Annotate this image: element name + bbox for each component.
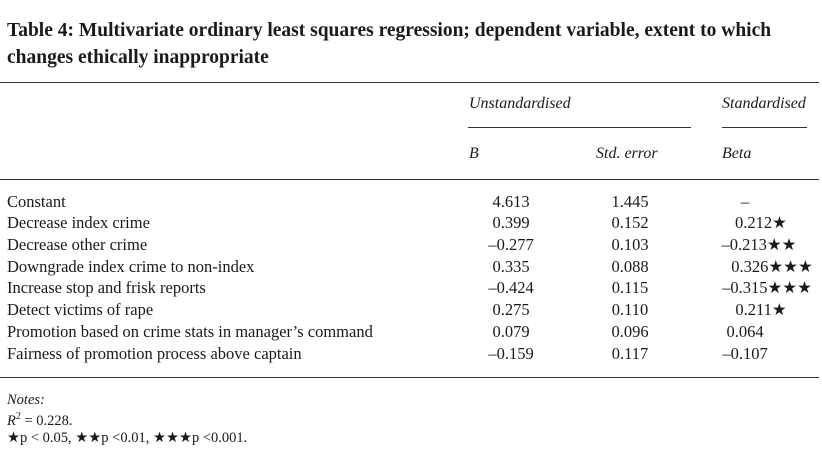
row-se: 1.445 xyxy=(611,192,649,211)
row-label: Detect victims of rape xyxy=(7,300,154,319)
row-b: 4.613 xyxy=(492,192,530,211)
row-beta: 0.326★★★ xyxy=(731,257,813,276)
top-rule xyxy=(0,82,819,83)
row-b: –0.424 xyxy=(488,278,534,297)
notes-significance: ★p < 0.05, ★★p <0.01, ★★★p <0.001. xyxy=(7,430,248,446)
row-b: 0.275 xyxy=(492,300,530,319)
row-beta: –0.315★★★ xyxy=(722,278,812,297)
r-squared-value: = 0.228. xyxy=(20,412,73,429)
row-label: Increase stop and frisk reports xyxy=(7,278,206,297)
row-label: Fairness of promotion process above capt… xyxy=(7,344,302,363)
row-se: 0.103 xyxy=(611,235,649,254)
row-b: –0.277 xyxy=(488,235,534,254)
row-label: Promotion based on crime stats in manage… xyxy=(7,322,373,341)
header-rule xyxy=(0,179,819,180)
row-se: 0.115 xyxy=(611,278,649,297)
row-label: Downgrade index crime to non-index xyxy=(7,257,255,276)
unstandardised-rule xyxy=(468,127,691,128)
row-b: 0.335 xyxy=(492,257,530,276)
row-label: Constant xyxy=(7,192,66,211)
row-b: 0.079 xyxy=(492,322,530,341)
row-beta: 0.212★ xyxy=(735,213,787,232)
row-se: 0.096 xyxy=(611,322,649,341)
standardised-rule xyxy=(722,127,807,128)
notes-heading: Notes: xyxy=(7,392,45,408)
row-b: 0.399 xyxy=(492,213,530,232)
column-header-b: B xyxy=(469,145,479,162)
column-header-beta: Beta xyxy=(722,145,752,162)
row-label: Decrease other crime xyxy=(7,235,148,254)
row-b: –0.159 xyxy=(488,344,534,363)
r-squared-symbol: R xyxy=(7,412,16,429)
row-se: 0.088 xyxy=(611,257,649,276)
table-title: Table 4: Multivariate ordinary least squ… xyxy=(7,20,772,68)
row-se: 0.152 xyxy=(611,213,649,232)
column-header-std-error: Std. error xyxy=(596,145,658,162)
group-header-standardised: Standardised xyxy=(722,95,806,112)
row-beta: 0.211★ xyxy=(735,300,787,319)
row-se: 0.110 xyxy=(611,300,649,319)
notes-r-squared: R2 = 0.228. xyxy=(7,411,73,430)
row-beta: 0.064 xyxy=(726,322,764,341)
row-se: 0.117 xyxy=(611,344,649,363)
row-beta: –0.213★★ xyxy=(721,235,797,254)
row-label: Decrease index crime xyxy=(7,213,150,232)
row-beta: – xyxy=(740,192,750,211)
r-squared-exponent: 2 xyxy=(15,411,21,422)
group-header-unstandardised: Unstandardised xyxy=(469,95,571,112)
row-beta: –0.107 xyxy=(722,344,768,363)
bottom-rule xyxy=(0,377,819,378)
